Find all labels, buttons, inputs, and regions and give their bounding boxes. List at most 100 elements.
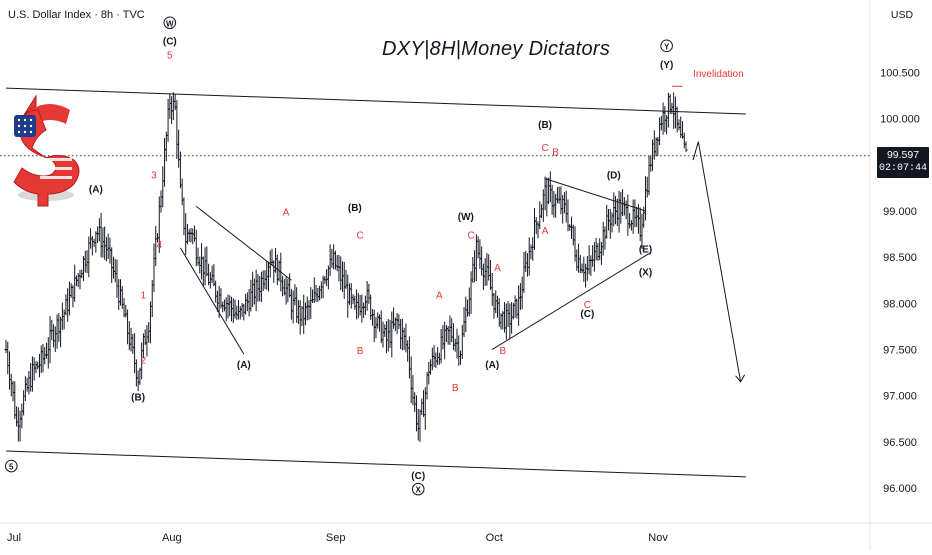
- ohlc-bar: [562, 192, 567, 214]
- ohlc-bar: [508, 303, 512, 340]
- ohlc-bar: [316, 287, 320, 302]
- time-tick-label: Aug: [162, 532, 182, 544]
- ohlc-bar: [43, 347, 47, 365]
- ohlc-bar: [162, 137, 167, 187]
- ohlc-bar: [548, 171, 552, 203]
- ohlc-bar: [349, 283, 353, 309]
- ohlc-bar: [85, 250, 89, 274]
- ohlc-bar: [460, 324, 464, 359]
- ohlc-bar: [205, 246, 209, 277]
- trendline[interactable]: [5, 87, 746, 115]
- wave-label: 5: [167, 51, 173, 62]
- price-tick-label: 100.000: [880, 114, 920, 126]
- ohlc-bar: [111, 256, 116, 279]
- ohlc-bar: [20, 403, 24, 429]
- ohlc-bar: [62, 309, 66, 330]
- ohlc-bar: [166, 98, 170, 142]
- ohlc-bar: [413, 392, 417, 412]
- ohlc-bar: [228, 295, 232, 317]
- ohlc-bar: [325, 269, 329, 287]
- wave-label-circle: [4, 459, 18, 473]
- price-tick-label: 99.000: [883, 206, 917, 218]
- ohlc-bar: [122, 298, 126, 318]
- trendline[interactable]: [491, 252, 652, 350]
- trendline[interactable]: [195, 205, 292, 281]
- ohlc-bar: [379, 310, 383, 344]
- ohlc-bar: [127, 321, 131, 351]
- ohlc-bar: [559, 186, 563, 215]
- ohlc-bar: [420, 398, 424, 416]
- ohlc-bar: [131, 333, 135, 354]
- chart-watermark-title: DXY|8H|Money Dictators: [382, 38, 611, 60]
- ohlc-bar: [615, 198, 619, 227]
- ohlc-bar: [527, 237, 531, 276]
- ohlc-bar: [432, 345, 436, 368]
- trendline[interactable]: [544, 178, 646, 212]
- ohlc-bar: [518, 283, 523, 311]
- ohlc-bar: [185, 223, 190, 245]
- ohlc-bar: [374, 317, 378, 339]
- ohlc-bar: [7, 351, 12, 390]
- ohlc-bar: [342, 261, 346, 299]
- ohlc-bar: [168, 93, 172, 119]
- ohlc-bar: [344, 269, 348, 289]
- ohlc-bar: [603, 226, 607, 250]
- ohlc-bar: [601, 221, 605, 256]
- ohlc-bar: [177, 129, 181, 168]
- wave-label: Invelidation: [693, 69, 744, 80]
- ohlc-bar: [539, 204, 544, 219]
- currency-label[interactable]: USD: [890, 9, 914, 21]
- ohlc-bar: [645, 176, 649, 198]
- ohlc-bar: [606, 209, 611, 231]
- ohlc-bar: [524, 250, 528, 272]
- trendline[interactable]: [179, 247, 245, 355]
- ohlc-bar: [48, 316, 52, 364]
- ohlc-bar: [381, 321, 385, 348]
- ohlc-bar: [629, 220, 633, 231]
- ohlc-bar: [337, 254, 341, 282]
- ohlc-bar: [402, 327, 406, 351]
- ohlc-bar: [317, 285, 322, 301]
- ohlc-bar: [328, 244, 332, 276]
- ohlc-bar: [288, 273, 292, 298]
- ohlc-bar: [517, 285, 521, 326]
- ohlc-bar: [203, 247, 207, 286]
- ohlc-bar: [367, 283, 371, 304]
- ohlc-bar: [307, 300, 311, 320]
- ohlc-bar: [430, 347, 434, 371]
- wave-label: W: [166, 19, 174, 28]
- ohlc-bar: [391, 307, 396, 329]
- ohlc-bar: [501, 311, 505, 330]
- ohlc-bar: [319, 281, 323, 299]
- ohlc-bar: [370, 309, 375, 326]
- ohlc-bar: [529, 244, 533, 260]
- ohlc-bar: [635, 206, 639, 227]
- ohlc-bar: [169, 96, 174, 125]
- ohlc-bar: [594, 237, 598, 261]
- ohlc-bar: [365, 281, 369, 311]
- ohlc-bar: [663, 106, 667, 133]
- ohlc-bar: [652, 130, 656, 160]
- ohlc-bar: [136, 370, 140, 392]
- ohlc-bar: [76, 273, 80, 288]
- ohlc-bar: [399, 319, 403, 350]
- ohlc-bar: [388, 319, 392, 348]
- ohlc-bar: [546, 177, 551, 205]
- ohlc-bar: [677, 119, 681, 131]
- ohlc-bar: [599, 241, 604, 265]
- ohlc-bar: [152, 243, 156, 293]
- projection-arrow[interactable]: [692, 141, 742, 382]
- ohlc-bar: [83, 250, 87, 273]
- ohlc-bar: [115, 259, 119, 298]
- ohlc-bar: [369, 294, 373, 320]
- wave-label: (Y): [660, 60, 673, 71]
- wave-label: (B): [348, 203, 362, 214]
- ohlc-bar: [51, 324, 56, 348]
- ohlc-bar: [476, 236, 480, 259]
- wave-label: B: [357, 346, 364, 357]
- ohlc-bar: [666, 92, 670, 128]
- trendline[interactable]: [5, 450, 746, 478]
- ohlc-bar: [147, 322, 151, 343]
